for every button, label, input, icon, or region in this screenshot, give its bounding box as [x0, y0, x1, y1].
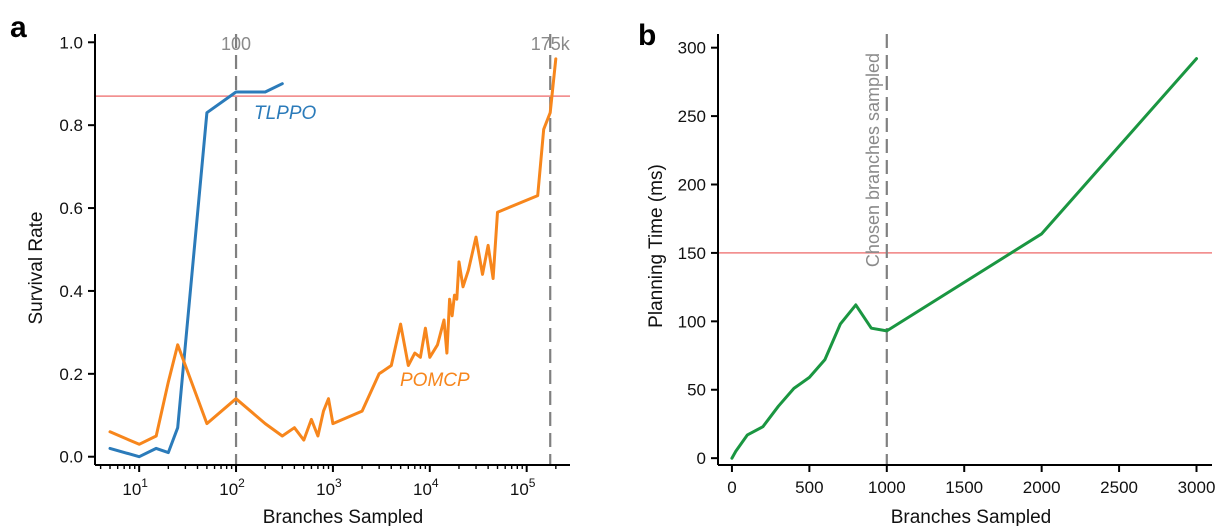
- b-x-tick-label: 1000: [868, 478, 906, 497]
- b-x-tick-label: 500: [795, 478, 823, 497]
- tlppo-line: [108, 82, 284, 459]
- b-y-tick-label: 100: [678, 312, 706, 331]
- pomcp-series-label: POMCP: [400, 370, 470, 391]
- planning-time-line: [730, 57, 1198, 460]
- b-x-tick-label: 0: [727, 478, 736, 497]
- b-x-tick-label: 2000: [1023, 478, 1061, 497]
- b-y-tick-label: 250: [678, 107, 706, 126]
- a-y-tick-label: 0.4: [59, 282, 83, 301]
- a-series-lines: [108, 57, 558, 459]
- a-vline-label-0: 100: [221, 34, 251, 54]
- a-y-tick-label: 0.6: [59, 199, 83, 218]
- b-series-line: [730, 57, 1198, 460]
- b-y-tick-label: 150: [678, 244, 706, 263]
- a-x-tick-label: 105: [510, 476, 536, 499]
- b-y-tick-label: 300: [678, 39, 706, 58]
- panel-b-letter: b: [638, 19, 656, 52]
- b-x-tick-label: 2500: [1100, 478, 1138, 497]
- a-x-tick-label: 102: [219, 476, 245, 499]
- b-vline-label: Chosen branches sampled: [863, 53, 883, 267]
- pomcp-line: [108, 57, 558, 446]
- b-x-axis-label: Branches Sampled: [891, 507, 1052, 526]
- a-y-axis-label: Survival Rate: [26, 212, 47, 325]
- b-y-tick-label: 0: [697, 449, 706, 468]
- a-y-tick-label: 0.0: [59, 448, 83, 467]
- a-x-tick-label: 101: [122, 476, 148, 499]
- a-x-axis-label: Branches Sampled: [263, 507, 424, 526]
- a-y-tick-label: 0.8: [59, 116, 83, 135]
- tlppo-series-label: TLPPO: [254, 103, 317, 124]
- a-axes: 0.0 0.2 0.4 0.6 0.8 1.0 101 102 103 104 105: [59, 33, 570, 499]
- b-x-tick-label: 1500: [945, 478, 983, 497]
- a-x-tick-label: 103: [316, 476, 342, 499]
- b-x-tick-label: 3000: [1178, 478, 1216, 497]
- b-y-tick-label: 200: [678, 176, 706, 195]
- b-reference-line: Chosen branches sampled: [863, 34, 888, 465]
- b-y-tick-label: 50: [687, 381, 706, 400]
- a-x-tick-label: 104: [413, 476, 439, 499]
- b-y-axis-label: Planning Time (ms): [646, 164, 667, 328]
- a-y-tick-label: 1.0: [59, 33, 83, 52]
- panel-a-letter: a: [10, 11, 27, 44]
- a-reference-lines: 100 175k: [221, 34, 571, 465]
- a-vline-label-1: 175k: [531, 34, 571, 54]
- a-y-tick-label: 0.2: [59, 365, 83, 384]
